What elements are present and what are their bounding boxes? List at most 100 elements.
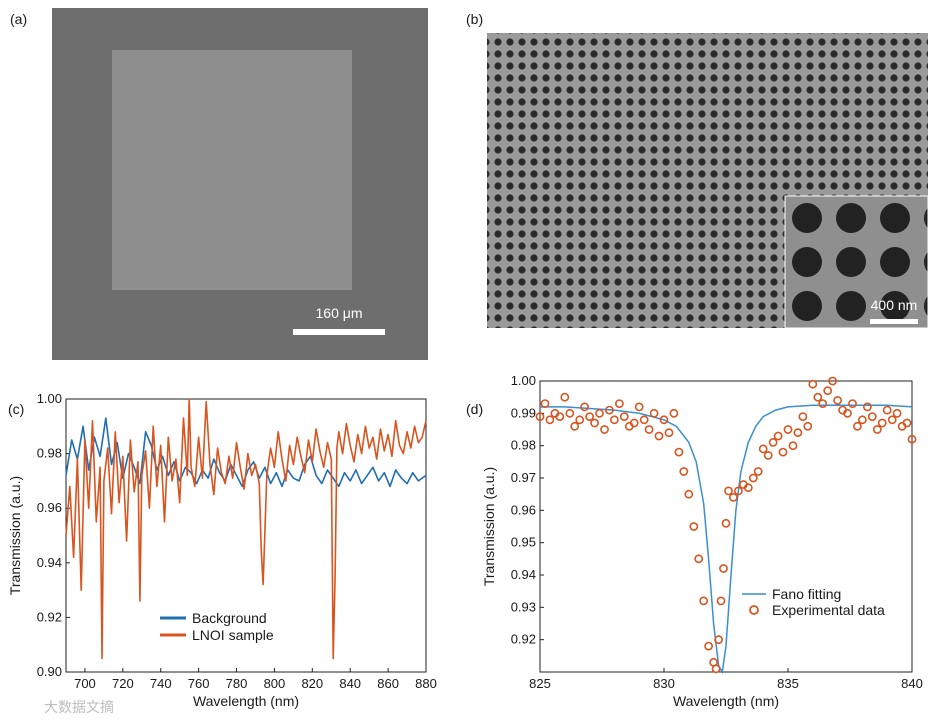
legend-label: LNOI sample [192, 627, 274, 643]
data-point [560, 392, 570, 402]
data-point [843, 408, 852, 418]
x-tick-label: 700 [74, 676, 96, 691]
data-point [729, 492, 738, 502]
data-point [674, 447, 684, 457]
x-tick-label: 840 [901, 676, 923, 691]
data-point [580, 402, 589, 412]
data-point [699, 596, 709, 606]
data-point [570, 421, 580, 431]
x-tick-label: 740 [150, 676, 172, 691]
data-point [902, 418, 912, 428]
data-point [863, 402, 872, 412]
data-point [605, 405, 614, 415]
data-point [545, 415, 555, 425]
series-line-lnoi-sample [65, 398, 427, 660]
y-tick-label: 0.94 [511, 567, 536, 582]
data-point [828, 376, 837, 386]
data-point [669, 408, 679, 418]
data-point [773, 431, 783, 441]
fano-fit-line [540, 404, 913, 675]
data-point [719, 564, 728, 573]
scale-bar-b [870, 319, 918, 324]
data-point [694, 554, 704, 564]
legend-label: Fano fitting [772, 586, 841, 602]
data-point [768, 437, 778, 447]
y-tick-label: 0.92 [511, 632, 536, 647]
data-point [753, 467, 763, 476]
data-point [721, 518, 731, 528]
y-tick-label: 0.94 [37, 555, 62, 570]
data-point [565, 408, 575, 418]
chart-d: 825 830 835 840 0.92 0.93 0.94 0.95 0.96 0.97 0.98… [481, 373, 923, 709]
y-tick-label: 0.99 [511, 405, 536, 420]
data-point [734, 486, 743, 496]
data-point [867, 412, 877, 421]
y-tick-label: 1.00 [511, 373, 536, 388]
y-tick-label: 0.98 [37, 446, 62, 461]
data-point [892, 408, 902, 418]
data-point [540, 399, 550, 408]
watermark: 大数据文摘 [44, 699, 114, 715]
data-point [907, 434, 917, 444]
data-point [595, 408, 604, 418]
data-point [808, 379, 818, 389]
data-point [783, 425, 793, 434]
data-point [704, 641, 713, 651]
data-point [823, 386, 833, 396]
data-point [610, 415, 619, 425]
data-point [615, 399, 624, 408]
data-point [793, 428, 803, 438]
legend-label: Experimental data [772, 602, 885, 618]
data-point [887, 415, 897, 425]
sem-image-a: 160 μm [52, 8, 428, 360]
x-tick-label: 720 [112, 676, 134, 691]
data-point [882, 405, 892, 415]
panel-label-d: (d) [466, 401, 483, 417]
y-tick-label: 0.90 [37, 664, 62, 679]
x-tick-label: 840 [339, 676, 361, 691]
data-point [763, 450, 773, 460]
x-tick-label: 825 [529, 676, 551, 691]
data-point [848, 399, 857, 408]
x-tick-label: 760 [188, 676, 210, 691]
data-point [758, 444, 768, 454]
data-point [813, 392, 823, 402]
legend-marker [749, 605, 759, 615]
data-point [833, 395, 842, 405]
data-point [664, 428, 674, 438]
data-point [818, 399, 828, 408]
data-point [872, 425, 882, 434]
data-point [600, 425, 609, 434]
data-point [788, 441, 798, 451]
y-tick-label: 0.98 [511, 438, 536, 453]
y-tick-label: 0.97 [511, 470, 536, 485]
data-point [858, 415, 867, 425]
data-point [778, 447, 788, 457]
y-axis-title: Transmission (a.u.) [7, 476, 23, 595]
data-point [711, 664, 721, 674]
data-point [716, 596, 726, 606]
data-point [803, 421, 813, 431]
data-point [639, 415, 649, 425]
data-point [634, 402, 644, 412]
y-tick-label: 0.96 [37, 500, 62, 515]
x-tick-label: 835 [777, 676, 799, 691]
data-point [724, 486, 733, 496]
data-point [590, 418, 599, 428]
data-point [555, 412, 565, 421]
inset-zoom [784, 195, 929, 329]
x-tick-label: 800 [264, 676, 286, 691]
data-point [689, 522, 699, 531]
data-point [743, 483, 753, 493]
y-tick-label: 0.93 [511, 599, 536, 614]
y-tick-label: 0.96 [511, 502, 536, 517]
data-point [629, 418, 639, 428]
scale-bar-label-a: 160 μm [316, 305, 363, 321]
plot-frame [539, 380, 913, 673]
panel-label-b: (b) [466, 11, 483, 27]
data-point [649, 408, 659, 418]
data-point [575, 415, 585, 425]
y-tick-label: 1.00 [37, 391, 62, 406]
x-tick-label: 820 [301, 676, 323, 691]
